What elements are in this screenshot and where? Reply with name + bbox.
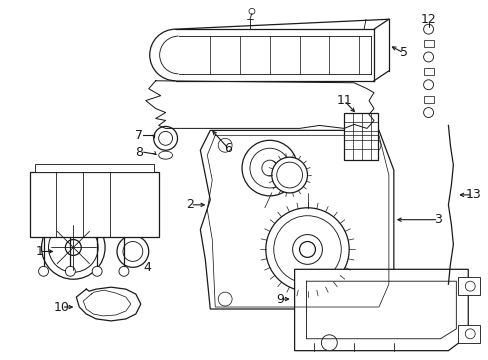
Circle shape [271,157,307,193]
Circle shape [299,242,315,257]
Circle shape [444,281,455,293]
Text: 9: 9 [275,293,283,306]
Text: 10: 10 [53,301,69,314]
Circle shape [242,140,297,196]
Circle shape [262,160,277,176]
Text: 2: 2 [186,198,194,211]
Bar [35,164,153,172]
Bar [30,172,158,237]
Circle shape [276,162,302,188]
Circle shape [423,24,433,34]
Circle shape [366,292,380,306]
Circle shape [249,148,289,188]
Text: 8: 8 [135,146,142,159]
Circle shape [65,266,75,276]
Bar [423,40,433,47]
Circle shape [423,52,433,62]
Bar [457,277,479,295]
Polygon shape [294,269,468,351]
Circle shape [464,281,474,291]
Circle shape [122,242,142,261]
Circle shape [273,216,341,283]
Bar [423,96,433,103]
Circle shape [153,126,177,150]
Circle shape [423,108,433,117]
Circle shape [39,266,48,276]
Text: 6: 6 [224,142,232,155]
Circle shape [65,239,81,255]
Circle shape [292,235,322,264]
Circle shape [321,335,337,351]
Text: 3: 3 [434,213,442,226]
Text: 4: 4 [143,261,151,274]
Bar [423,68,433,75]
Text: 11: 11 [336,94,351,107]
Circle shape [218,138,232,152]
Bar [344,113,377,160]
Circle shape [41,216,105,279]
Circle shape [366,138,380,152]
Circle shape [158,131,172,145]
Circle shape [423,80,433,90]
Polygon shape [200,130,393,309]
Bar [457,325,479,343]
Text: 1: 1 [36,245,43,258]
Circle shape [92,266,102,276]
Circle shape [218,292,232,306]
Text: 12: 12 [420,13,436,26]
Text: 13: 13 [465,188,480,201]
Circle shape [119,266,129,276]
Circle shape [265,208,348,291]
Circle shape [117,235,148,267]
Text: 5: 5 [399,46,407,59]
Circle shape [48,223,98,272]
Text: 7: 7 [135,129,142,142]
Circle shape [464,329,474,339]
Circle shape [248,8,254,14]
